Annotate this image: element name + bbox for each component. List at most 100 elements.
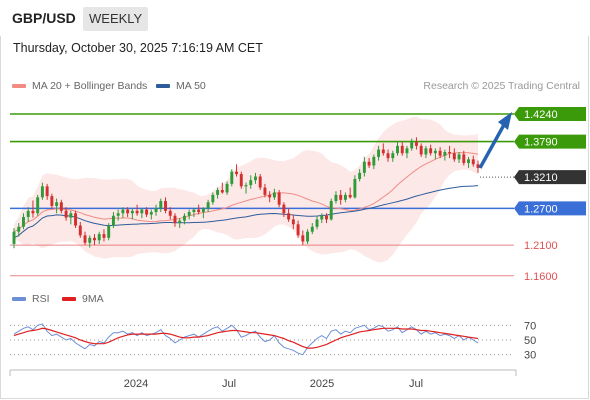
rsi-ma-swatch-icon (62, 297, 76, 302)
candle-body (40, 186, 44, 198)
candle (102, 229, 106, 242)
candle-body (116, 213, 120, 216)
candle-body (381, 149, 385, 154)
candle (36, 194, 40, 216)
x-axis: 2024 Jul 2025 Jul (9, 369, 517, 390)
candle (230, 169, 234, 187)
candle-body (59, 202, 63, 211)
rsi-tick-label: 70 (524, 320, 536, 332)
candle (343, 192, 347, 203)
candle (178, 218, 182, 228)
level-value: 1.4240 (524, 109, 558, 121)
candle (31, 200, 35, 218)
candle-body (206, 202, 210, 209)
level-value: 1.1600 (524, 271, 558, 283)
candle (320, 213, 324, 224)
candle-body (277, 192, 281, 205)
candle (329, 198, 333, 221)
candle (64, 207, 68, 221)
candle (173, 213, 177, 227)
x-tick-label: 2025 (310, 378, 334, 390)
legend-rsi: RSI (12, 293, 50, 305)
rsi-tick-label: 30 (524, 350, 536, 362)
candle-body (377, 149, 381, 157)
candle (59, 199, 63, 214)
timeframe-button[interactable]: WEEKLY (83, 7, 149, 31)
candle-body (291, 219, 295, 225)
candle-body (168, 210, 172, 216)
ma50-line (13, 185, 479, 239)
candle (429, 144, 433, 156)
candle (168, 207, 172, 220)
candle (462, 150, 466, 166)
candle-body (17, 226, 21, 232)
candle (419, 143, 423, 157)
candle-body (334, 194, 338, 202)
candle (396, 140, 399, 156)
candle (55, 198, 59, 214)
candle (443, 149, 447, 161)
candle (149, 209, 153, 220)
level-value: 1.3790 (524, 137, 558, 149)
candle (254, 172, 257, 184)
level-tag (514, 201, 586, 216)
candle-body (197, 209, 201, 213)
candle (381, 143, 385, 156)
legend-ma20: MA 20 + Bollinger Bands (12, 80, 147, 92)
candle-body (111, 215, 115, 226)
candle-body (339, 194, 343, 200)
candle-body (467, 159, 470, 164)
candle (235, 164, 238, 177)
legend-rsi-ma: 9MA (62, 293, 104, 305)
ma50-label: MA 50 (176, 80, 206, 92)
candle (452, 148, 456, 162)
candle-body (230, 171, 234, 184)
candle (348, 187, 352, 199)
candle (424, 145, 428, 159)
level-tag (514, 134, 586, 149)
candle-body (102, 234, 106, 238)
candle-body (69, 213, 73, 218)
candle (291, 214, 295, 230)
ma50-swatch-icon (156, 84, 170, 89)
candle (121, 207, 125, 219)
candle-body (443, 152, 447, 156)
candle-body (452, 153, 456, 160)
candle-body (149, 212, 153, 215)
candle (206, 199, 210, 213)
candle (277, 190, 281, 208)
candle-body (22, 216, 25, 227)
candle-body (457, 154, 461, 160)
candle (372, 154, 376, 170)
candle (386, 149, 390, 162)
level-label-support: 1.2700 (514, 201, 586, 216)
candle-body (476, 164, 480, 168)
timestamp: Thursday, October 30, 2025 7:16:19 AM CE… (13, 41, 263, 55)
x-tick-label: Jul (222, 378, 236, 390)
candle (78, 221, 82, 238)
credit-text: Research © 2025 Trading Central (423, 80, 580, 92)
candle-body (145, 209, 149, 215)
candle-body (249, 180, 253, 186)
candle-body (192, 209, 196, 213)
candle-body (296, 224, 300, 236)
candle (111, 212, 115, 228)
candle (433, 148, 437, 160)
candle-body (315, 219, 319, 227)
chart-header: GBP/USD WEEKLY (0, 0, 590, 36)
candle (26, 207, 30, 222)
candle (164, 197, 167, 214)
candle (306, 229, 310, 244)
candle-body (239, 174, 243, 187)
candle (192, 208, 196, 217)
candle-body (254, 176, 257, 181)
candle-body (55, 202, 59, 206)
rsi-tick-label: 50 (524, 335, 536, 347)
candle (159, 198, 163, 213)
candle-body (400, 145, 404, 154)
candle-body (348, 194, 352, 198)
candle-body (258, 176, 262, 188)
candle-body (263, 187, 267, 195)
candle-body (419, 145, 423, 155)
candle (377, 145, 381, 161)
